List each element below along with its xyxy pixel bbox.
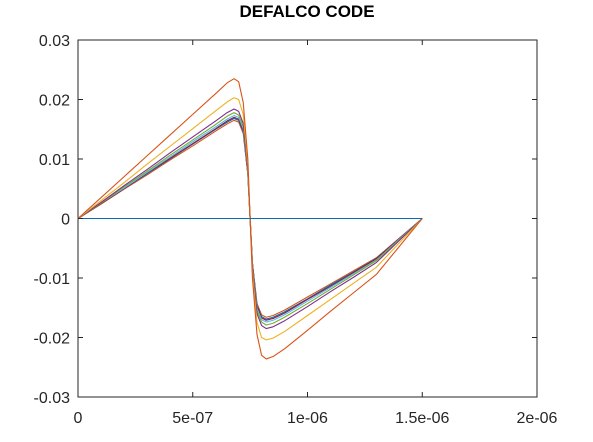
x-tick-label: 1e-06 <box>287 410 328 427</box>
y-tick-label: 0.03 <box>39 33 70 50</box>
chart-title: DEFALCO CODE <box>239 2 374 21</box>
y-tick-label: -0.01 <box>34 271 71 288</box>
x-tick-label: 1.5e-06 <box>395 410 449 427</box>
x-tick-label: 2e-06 <box>517 410 558 427</box>
x-axis: 0 5e-07 1e-06 1.5e-06 2e-06 <box>74 40 558 427</box>
y-tick-label: 0 <box>61 212 70 229</box>
y-axis: -0.03 -0.02 -0.01 0 0.01 0.02 0.03 <box>34 33 537 407</box>
x-tick-label: 0 <box>74 410 83 427</box>
y-tick-label: -0.03 <box>34 390 71 407</box>
y-tick-label: 0.01 <box>39 152 70 169</box>
y-tick-label: 0.02 <box>39 93 70 110</box>
x-tick-label: 5e-07 <box>172 410 213 427</box>
y-tick-label: -0.02 <box>34 331 71 348</box>
series-layer <box>77 78 423 360</box>
